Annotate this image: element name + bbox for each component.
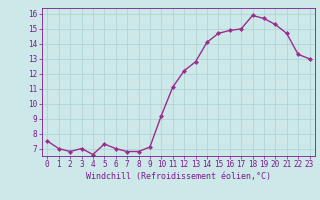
X-axis label: Windchill (Refroidissement éolien,°C): Windchill (Refroidissement éolien,°C) bbox=[86, 172, 271, 181]
